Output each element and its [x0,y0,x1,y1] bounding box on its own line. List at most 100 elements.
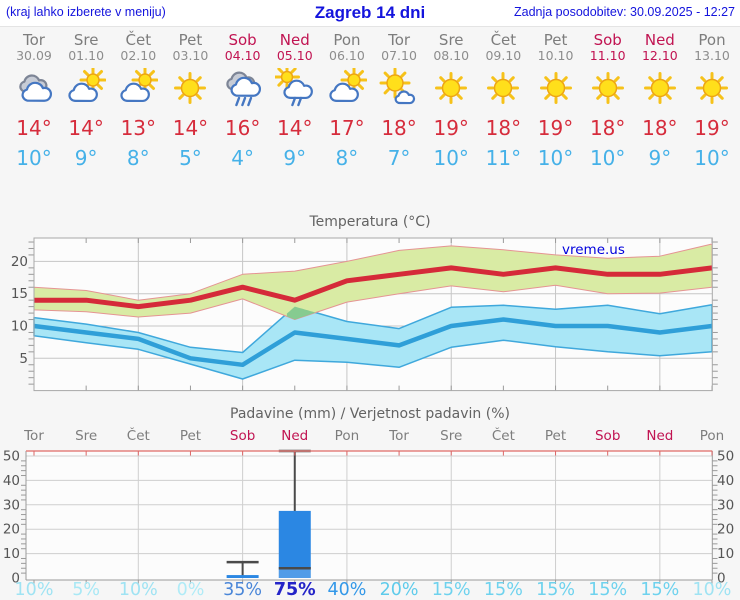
menu-hint-text: (kraj lahko izberete v meniju) [6,5,166,19]
max-temperature: 14° [68,116,104,140]
precip-day-label: Tor [389,428,409,444]
svg-text:5: 5 [19,351,28,367]
day-name: Pon [698,31,726,49]
min-temperature: 10° [537,146,574,170]
precipitation-probability: 15% [536,580,575,600]
min-temperature: 7° [387,146,411,170]
watermark-link[interactable]: vreme.us [562,242,625,258]
precipitation-bar [278,510,311,578]
precip-day-label: Ned [281,428,309,444]
day-name: Ned [279,31,310,49]
day-date: 07.10 [381,48,417,63]
day-date: 09.10 [485,48,522,63]
svg-text:40: 40 [717,473,734,489]
svg-text:50: 50 [3,449,20,465]
svg-text:10: 10 [3,546,20,562]
min-temperature: 10° [589,146,626,170]
max-temperature: 16° [224,116,261,140]
max-temperature: 14° [16,116,52,140]
day-name: Čet [490,31,517,49]
precipitation-probability: 35% [223,580,263,600]
sun-rain-weather-icon [273,64,313,107]
precip-day-label: Sre [75,428,98,444]
precip-day-label: Čet [126,428,150,444]
svg-text:30: 30 [3,497,20,513]
partly-weather-icon [329,66,368,103]
temperature-chart-title: Temperatura (°C) [309,214,431,230]
max-temperature: 13° [120,116,157,140]
precipitation-probability: 20% [379,580,419,600]
day-column: Čet 02.10 13° 8° [111,32,165,173]
svg-text:30: 30 [717,497,734,513]
precip-day-label: Sob [594,428,621,444]
day-date: 02.10 [120,48,157,63]
min-temperature: 10° [694,146,730,170]
day-name: Tor [388,31,411,49]
precipitation-chart-title: Padavine (mm) / Verjetnost padavin (%) [230,406,510,422]
day-date: 05.10 [276,48,313,63]
day-date: 01.10 [68,48,105,63]
min-temperature: 10° [16,146,52,170]
svg-text:20: 20 [11,254,28,270]
day-column: Pet 03.10 14° 5° [163,32,217,173]
svg-text:0: 0 [11,571,20,587]
max-temperature: 18° [589,116,626,140]
day-name: Sob [593,31,622,49]
day-column: Čet 09.10 18° 11° [476,32,530,173]
max-temperature: 14° [277,116,313,140]
precip-day-label: Pon [699,428,725,444]
day-column: Pet 10.10 19° 10° [529,32,583,173]
min-temperature: 8° [335,146,359,170]
day-date: 11.10 [589,48,626,63]
precipitation-probability: 15% [640,580,680,600]
precip-day-label: Pet [179,428,202,444]
day-date: 08.10 [433,48,470,63]
min-temperature: 9° [74,146,98,170]
day-name: Sob [228,31,257,49]
precip-day-label: Sre [440,428,463,444]
min-temperature: 10° [433,146,469,170]
day-date: 12.10 [641,48,678,63]
day-column: Ned 12.10 18° 9° [633,32,687,173]
precipitation-probability: 10% [118,580,158,600]
precip-day-label: Čet [491,428,515,444]
svg-text:15: 15 [11,286,28,302]
day-name: Pon [333,31,361,49]
precipitation-bar [226,575,259,578]
sunny-weather-icon [695,72,728,104]
day-column: Sob 04.10 16° 4° [216,32,270,173]
day-column: Tor 07.10 18° 7° [372,32,426,173]
day-column: Sob 11.10 18° 10° [581,32,635,173]
day-column: Pon 13.10 19° 10° [685,32,739,173]
precipitation-probability: 5% [72,580,101,600]
max-temperature: 18° [381,116,417,140]
precipitation-probability: 10% [692,580,732,600]
max-temperature: 19° [694,116,730,140]
day-date: 10.10 [537,48,574,63]
mostly-sunny-weather-icon [379,67,416,105]
min-temperature: 9° [648,146,672,170]
day-column: Sre 08.10 19° 10° [424,32,478,173]
day-column: Sre 01.10 14° 9° [59,32,113,173]
precipitation-probability: 0% [176,580,205,600]
day-column: Ned 05.10 14° 9° [268,32,322,173]
svg-text:0: 0 [717,571,726,587]
min-temperature: 5° [179,146,202,170]
day-name: Pet [178,31,203,49]
sunny-weather-icon [174,72,207,104]
day-name: Sre [438,31,464,49]
min-temperature: 9° [283,146,307,170]
day-name: Sre [73,31,99,49]
day-date: 30.09 [16,48,52,63]
day-column: Tor 30.09 14° 10° [7,32,61,173]
svg-text:20: 20 [717,522,734,538]
day-date: 04.10 [224,48,261,63]
precipitation-probability: 40% [327,580,367,600]
svg-text:20: 20 [3,522,20,538]
svg-text:50: 50 [717,449,734,465]
precip-day-label: Sob [229,428,256,444]
max-temperature: 14° [172,116,209,140]
day-date: 06.10 [329,48,365,63]
day-column: Pon 06.10 17° 8° [320,32,374,173]
